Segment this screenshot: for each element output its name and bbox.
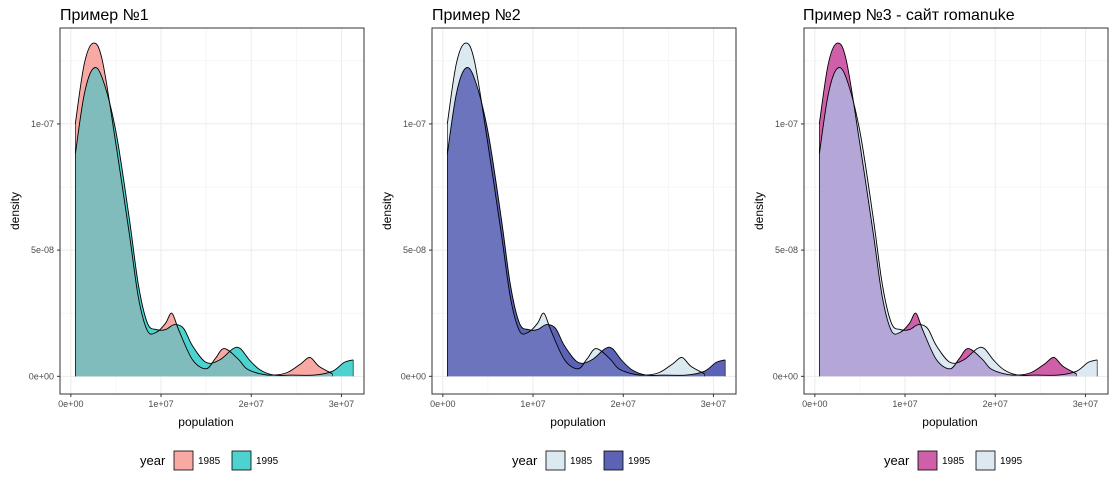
density-outline-1985 — [74, 42, 333, 376]
legend-swatch-1985 — [173, 450, 194, 471]
x-tick-label: 2e+07 — [611, 399, 636, 409]
chart-title: Пример №3 - сайт romanuke — [803, 7, 1015, 24]
y-tick-label: 1e-07 — [31, 119, 54, 129]
x-tick-label: 2e+07 — [983, 399, 1008, 409]
legend-label-1985: 1985 — [198, 456, 221, 467]
legend-label-1995: 1995 — [628, 456, 651, 467]
x-tick-label: 2e+07 — [239, 399, 264, 409]
x-tick-label: 0e+00 — [58, 399, 83, 409]
density-outline-1985 — [446, 42, 705, 376]
y-axis-label: density — [752, 192, 766, 230]
panel-border — [431, 27, 737, 395]
legend-swatch-1995 — [975, 450, 996, 471]
y-tick-label: 5e-08 — [775, 245, 798, 255]
x-tick-label: 0e+00 — [430, 399, 455, 409]
density-outline-1995 — [818, 67, 1098, 376]
x-tick-label: 3e+07 — [701, 399, 726, 409]
density-overlap — [819, 67, 1077, 377]
x-tick-label: 3e+07 — [329, 399, 354, 409]
y-tick-label: 1e-07 — [403, 119, 426, 129]
legend-label-1995: 1995 — [256, 456, 279, 467]
chart-title: Пример №1 — [60, 7, 149, 24]
chart-panel-3: Пример №3 - сайт romanuke 0e+00 1e+07 2e+07… — [752, 7, 1109, 471]
y-tick-label: 1e-07 — [775, 119, 798, 129]
legend-swatch-1985 — [545, 450, 566, 471]
x-tick-label: 0e+00 — [802, 399, 827, 409]
legend: year 1985 1995 — [512, 450, 651, 471]
panel-border — [803, 27, 1109, 395]
density-overlap — [447, 67, 705, 377]
y-tick-label: 0e+00 — [773, 371, 798, 381]
density-outline-1995 — [446, 67, 726, 376]
y-axis-label: density — [8, 192, 22, 230]
x-tick-label: 3e+07 — [1073, 399, 1098, 409]
x-tick-label: 1e+07 — [520, 399, 545, 409]
legend-title: year — [512, 453, 538, 468]
x-axis-label: population — [178, 415, 233, 429]
y-tick-label: 5e-08 — [403, 245, 426, 255]
legend-swatch-1995 — [603, 450, 624, 471]
x-tick-label: 1e+07 — [148, 399, 173, 409]
density-overlap — [75, 67, 333, 377]
density-outline-1985 — [818, 42, 1077, 376]
legend-label-1985: 1985 — [942, 456, 965, 467]
y-tick-label: 0e+00 — [401, 371, 426, 381]
legend: year 1985 1995 — [140, 450, 279, 471]
chart-panel-2: Пример №2 0e+00 1e+07 2e+07 3e+07 0e+00 5e-08 1… — [380, 7, 737, 471]
legend-swatch-1985 — [917, 450, 938, 471]
legend-label-1995: 1995 — [1000, 456, 1023, 467]
legend-title: year — [140, 453, 166, 468]
y-tick-label: 5e-08 — [31, 245, 54, 255]
legend-label-1985: 1985 — [570, 456, 593, 467]
density-outline-1995 — [74, 67, 354, 376]
y-tick-label: 0e+00 — [29, 371, 54, 381]
x-axis-label: population — [922, 415, 977, 429]
y-axis-label: density — [380, 192, 394, 230]
chart-panel-1: Пример №1 0e+00 1e+07 2e+07 3e+07 0e+00 5e-08 1… — [8, 7, 365, 471]
legend: year 1985 1995 — [884, 450, 1023, 471]
x-axis-label: population — [550, 415, 605, 429]
legend-swatch-1995 — [231, 450, 252, 471]
legend-title: year — [884, 453, 910, 468]
x-tick-label: 1e+07 — [892, 399, 917, 409]
chart-title: Пример №2 — [432, 7, 521, 24]
panel-border — [59, 27, 365, 395]
